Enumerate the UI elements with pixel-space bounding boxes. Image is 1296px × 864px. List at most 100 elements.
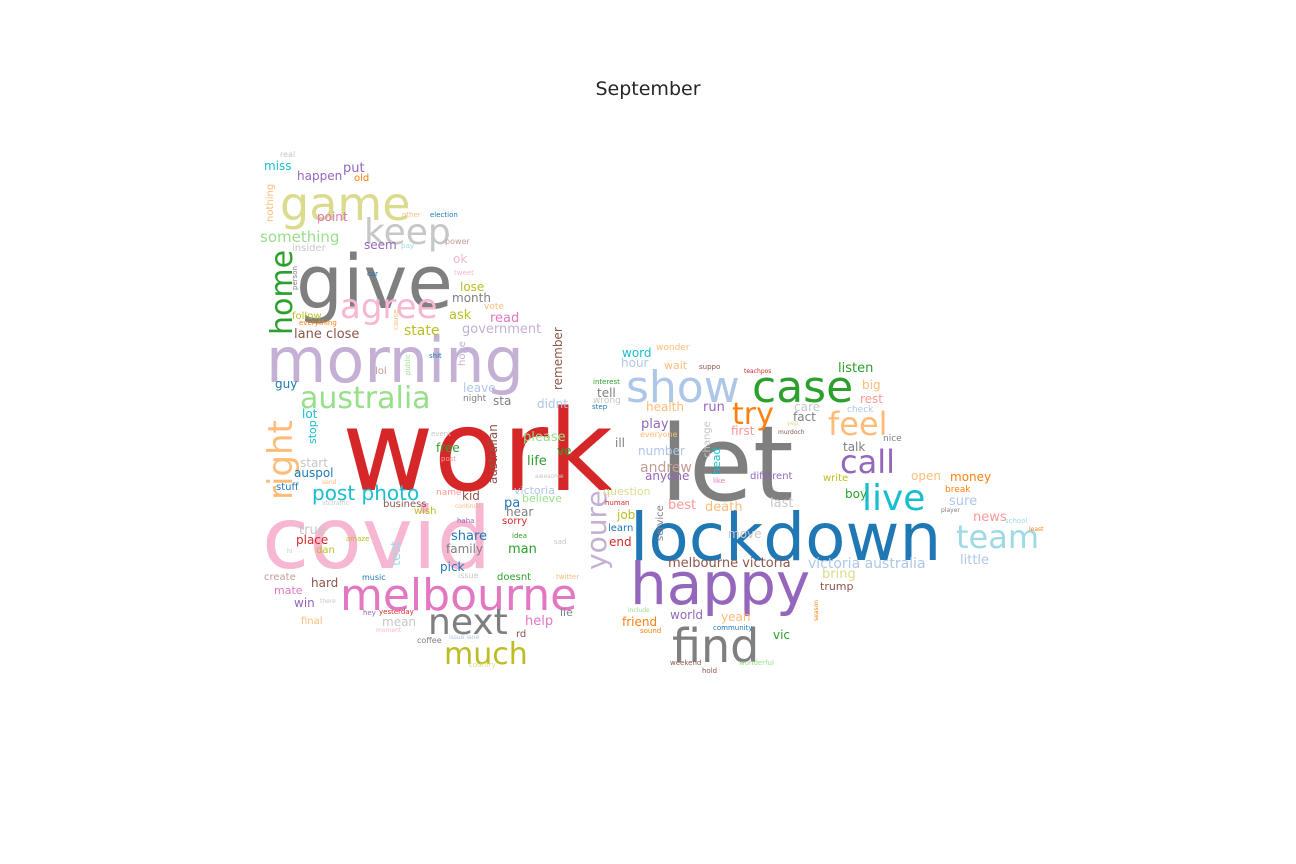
cloud-word: mate <box>274 584 303 597</box>
cloud-word: head <box>710 448 723 475</box>
cloud-word: insider <box>292 243 327 254</box>
cloud-word: nice <box>883 434 902 444</box>
cloud-word: read <box>490 311 519 326</box>
cloud-word: next <box>428 602 508 643</box>
cloud-word: season <box>813 600 820 621</box>
cloud-word: covid <box>262 489 491 589</box>
cloud-word: business <box>383 499 427 510</box>
cloud-word: amaze <box>346 535 369 543</box>
cloud-word: lockdown <box>630 499 941 576</box>
cloud-word: twitter <box>556 573 579 581</box>
cloud-word: awesome <box>535 473 564 480</box>
cloud-word: nothing <box>265 184 276 222</box>
cloud-word: shit <box>429 352 442 360</box>
cloud-word: service <box>655 505 666 541</box>
cloud-word: help <box>525 614 553 629</box>
cloud-word: create <box>264 572 296 583</box>
cloud-word: moment <box>376 627 402 634</box>
cloud-word: ve <box>557 444 571 458</box>
cloud-word: stuff <box>276 482 299 493</box>
cloud-word: stop <box>306 420 319 444</box>
cloud-word: vic <box>773 628 790 642</box>
cloud-word: listen <box>838 361 873 376</box>
cloud-word: continue <box>455 503 481 510</box>
cloud-word: didnt <box>537 397 568 411</box>
cloud-word: man <box>508 542 537 557</box>
cloud-word: agree <box>340 287 437 327</box>
cloud-word: kid <box>462 489 480 503</box>
cloud-word: hour <box>621 356 649 370</box>
cloud-word: australia <box>300 381 431 416</box>
cloud-word: case <box>752 362 853 413</box>
cloud-word: player <box>941 507 960 514</box>
cloud-word: pay <box>401 242 414 250</box>
cloud-word: much <box>444 637 528 672</box>
cloud-word: hold <box>702 667 717 675</box>
cloud-word: leave <box>463 381 496 395</box>
cloud-word: run <box>703 400 725 415</box>
cloud-word: yesterday <box>379 608 414 616</box>
cloud-word: test <box>389 541 404 566</box>
cloud-word: dan <box>316 545 335 556</box>
cloud-word: country <box>469 661 496 669</box>
cloud-word: tell <box>597 386 616 400</box>
cloud-word: talk <box>843 440 865 454</box>
cloud-word: everyone <box>640 430 678 439</box>
cloud-word: auspol <box>294 466 334 480</box>
cloud-word: trump <box>820 580 854 593</box>
cloud-word: australian <box>486 424 500 484</box>
cloud-word: least <box>1029 526 1044 533</box>
cloud-word: live <box>862 478 925 519</box>
cloud-word: big <box>862 378 881 392</box>
cloud-word: play <box>641 417 669 432</box>
cloud-word: bring <box>822 567 856 582</box>
cloud-word: weekend <box>670 659 701 667</box>
cloud-word: pa <box>504 496 520 511</box>
cloud-word: cause <box>392 309 400 330</box>
cloud-word: free <box>436 441 460 455</box>
cloud-word: fact <box>793 410 816 424</box>
cloud-word: miss <box>264 159 292 173</box>
cloud-word: friend <box>622 615 657 629</box>
cloud-word: call <box>840 443 895 481</box>
cloud-word: community <box>713 624 752 632</box>
cloud-word: find <box>672 619 759 673</box>
cloud-word: tweet <box>454 269 474 277</box>
cloud-word: coffee <box>417 636 442 645</box>
cloud-word: job <box>616 508 635 522</box>
cloud-word: vote <box>484 302 504 312</box>
cloud-word: lie <box>560 606 573 619</box>
cloud-word: lot <box>302 407 318 421</box>
cloud-word: hope <box>457 341 468 366</box>
cloud-word: please <box>523 430 566 445</box>
cloud-word: wish <box>414 506 437 517</box>
cloud-word: hard <box>311 576 338 590</box>
cloud-word: election <box>430 211 458 219</box>
cloud-word: youre <box>580 490 613 570</box>
cloud-word: school <box>1005 517 1027 525</box>
cloud-word: yep <box>787 420 798 427</box>
cloud-word: feel <box>828 405 888 443</box>
cloud-word: lose <box>460 280 484 294</box>
cloud-word: care <box>794 400 820 414</box>
cloud-word: pick <box>440 560 465 574</box>
cloud-word: number <box>638 444 685 458</box>
cloud-word: vtctraffic <box>322 500 349 507</box>
cloud-word: write <box>823 473 848 484</box>
cloud-word: news <box>973 510 1007 525</box>
cloud-word: wait <box>664 359 688 372</box>
cloud-word: win <box>294 596 315 610</box>
cloud-word: hear <box>506 505 533 519</box>
cloud-word: money <box>950 470 991 484</box>
cloud-word: best <box>668 498 696 513</box>
cloud-word: other <box>402 211 421 219</box>
cloud-word: right <box>261 420 301 500</box>
cloud-word: let <box>660 403 794 525</box>
chart-title: September <box>595 78 701 100</box>
cloud-word: learn <box>608 523 633 534</box>
cloud-word: there <box>320 598 336 605</box>
cloud-word: melbourne <box>340 570 577 621</box>
cloud-word: life <box>527 454 547 469</box>
cloud-word: victoria australia <box>808 556 926 572</box>
